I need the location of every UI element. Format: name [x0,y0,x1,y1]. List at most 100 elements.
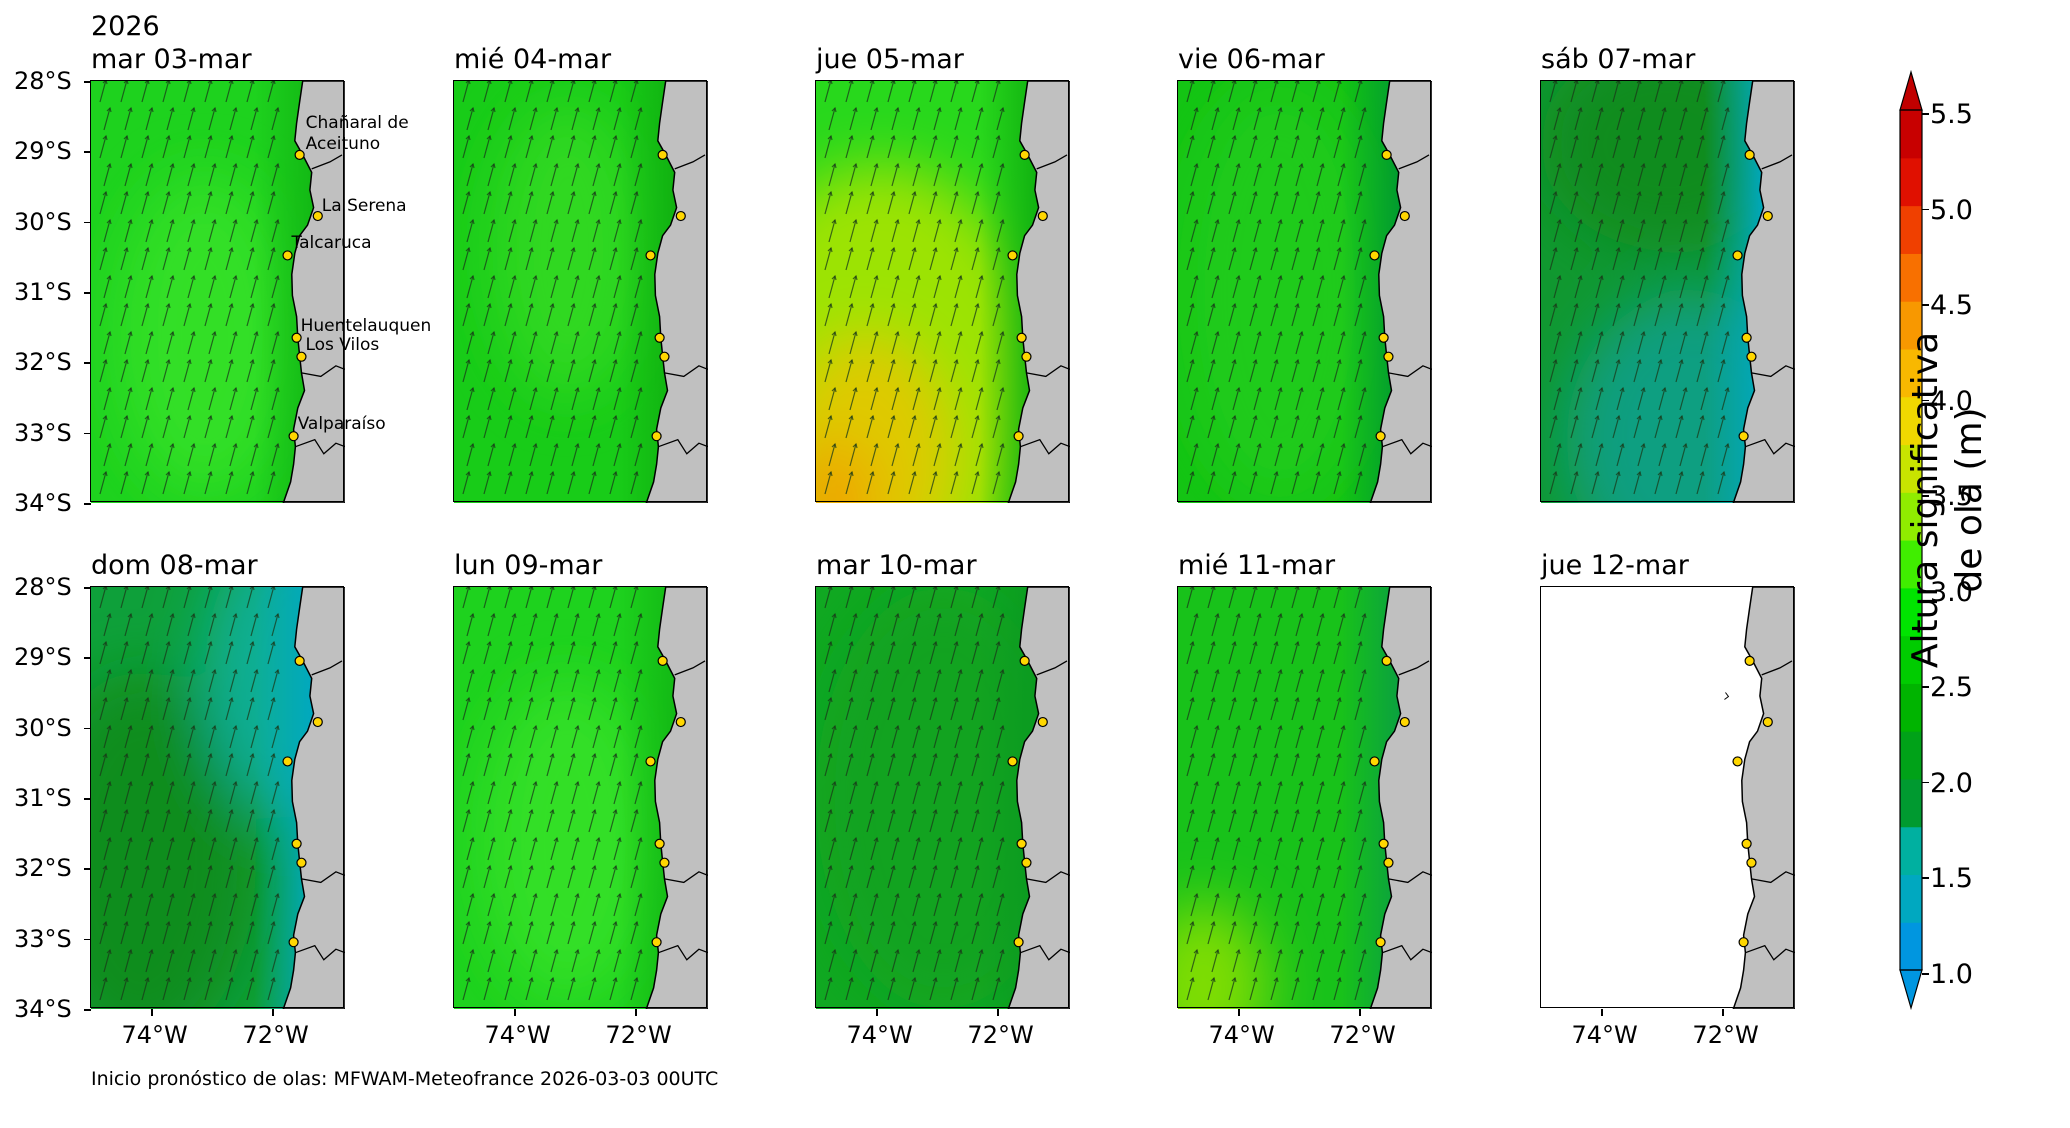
colorbar-label: 4.0 [1930,385,1973,417]
panel-title: vie 06-mar [1178,44,1325,75]
city-marker [1399,716,1410,728]
colorbar-tick [1922,399,1929,402]
map-panel [816,81,1070,503]
map-panel [1541,587,1795,1009]
city-marker [1741,838,1752,849]
city-marker [1375,431,1386,442]
city-marker [657,655,668,666]
wave-height-map [91,81,345,503]
panel-title: jue 12-mar [1541,550,1689,581]
x-tick [272,1009,274,1016]
x-tick [1238,1009,1240,1016]
wave-direction-arrows [99,81,280,495]
y-tick-label: 31°S [14,784,72,812]
wave-height-map [1541,587,1795,1009]
city-marker [1762,716,1773,728]
y-tick-label: 30°S [14,207,72,236]
panel-title: mar 03-mar [91,44,252,75]
y-tick-label: 32°S [14,348,72,377]
x-tick-label: 74°W [121,1021,188,1049]
wave-direction-arrows [824,587,1005,1001]
panel-title: lun 09-mar [454,550,603,581]
city-marker [1738,937,1749,948]
colorbar-tick [1922,208,1929,211]
x-tick-label: 72°W [967,1021,1034,1049]
city-marker [1383,857,1394,868]
city-marker [1007,756,1018,767]
x-tick [151,1009,153,1016]
city-marker [657,149,668,160]
city-marker [1021,351,1032,362]
y-tick-label: 31°S [14,278,72,306]
colorbar-label: 5.0 [1930,194,1973,226]
y-tick-label: 30°S [14,713,72,742]
map-panel [91,81,345,503]
city-marker [1399,210,1410,222]
x-tick [1359,1009,1361,1016]
city-marker [282,250,293,261]
city-marker [1381,149,1392,160]
land-area [1369,587,1432,1009]
city-marker [1369,756,1380,767]
city-marker [1013,431,1024,442]
city-marker [294,655,305,666]
map-panel [454,81,708,503]
x-tick-label: 72°W [242,1021,309,1049]
city-marker [1037,716,1048,728]
city-marker [1746,351,1757,362]
x-tick-label: 72°W [605,1021,672,1049]
y-tick-label: 29°S [14,137,72,166]
panel-title: sáb 07-mar [1541,44,1696,75]
city-marker [288,431,299,442]
colorbar-tick [1922,877,1929,879]
city-marker [1762,210,1773,222]
city-marker [1021,857,1032,868]
y-tick [84,151,91,153]
city-marker [651,937,662,948]
panel-title: mar 10-mar [816,550,977,581]
land-area [645,81,708,503]
wave-height-map [454,81,708,503]
wave-height-map [91,587,345,1009]
city-marker [654,332,665,343]
land-area [645,587,708,1009]
wave-direction-arrows [824,81,1005,495]
wave-height-map [1541,81,1795,503]
city-marker [288,937,299,948]
city-marker [1744,655,1755,666]
y-tick-label: 34°S [14,995,72,1023]
land-area [1007,81,1070,503]
city-marker [1744,149,1755,160]
colorbar-tick [1922,781,1929,784]
city-marker [291,332,302,343]
city-marker [645,756,656,767]
city-marker [1013,937,1024,948]
land-area [1007,587,1070,1009]
city-marker [1007,250,1018,261]
city-marker [1746,857,1757,868]
colorbar-label: 4.5 [1930,290,1973,322]
city-marker [675,716,686,728]
y-tick [84,1009,91,1011]
city-label: Valparaíso [297,414,386,435]
map-panel [1178,81,1432,503]
wave-direction-arrows [462,81,643,495]
forecast-footer: Inicio pronóstico de olas: MFWAM-Meteofr… [91,1068,719,1090]
wave-height-map [816,587,1070,1009]
city-marker [312,210,323,222]
city-marker [296,351,307,362]
colorbar-label: 3.0 [1930,576,1973,608]
city-marker [1378,332,1389,343]
x-tick [635,1009,637,1016]
y-tick [84,657,91,659]
y-tick [84,798,91,800]
panel-title: mié 04-mar [454,44,612,75]
y-tick [84,727,91,730]
y-tick [84,868,91,870]
city-marker [675,210,686,222]
city-marker [1741,332,1752,343]
wave-direction-arrows [99,587,280,1001]
city-marker [1383,351,1394,362]
wave-height-map [816,81,1070,503]
city-marker [1378,838,1389,849]
